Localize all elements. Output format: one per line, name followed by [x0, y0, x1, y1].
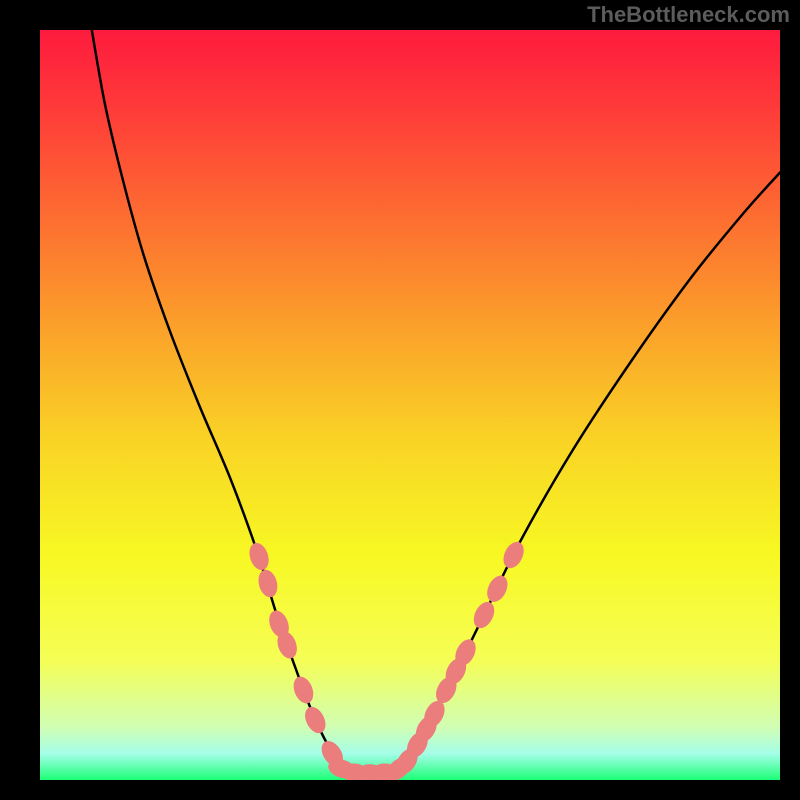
chart-container: { "watermark": { "text": "TheBottleneck.…	[0, 0, 800, 800]
gradient-background	[40, 30, 780, 780]
watermark-text: TheBottleneck.com	[587, 2, 790, 27]
plot-area	[40, 30, 780, 785]
bottleneck-chart: TheBottleneck.com	[0, 0, 800, 800]
